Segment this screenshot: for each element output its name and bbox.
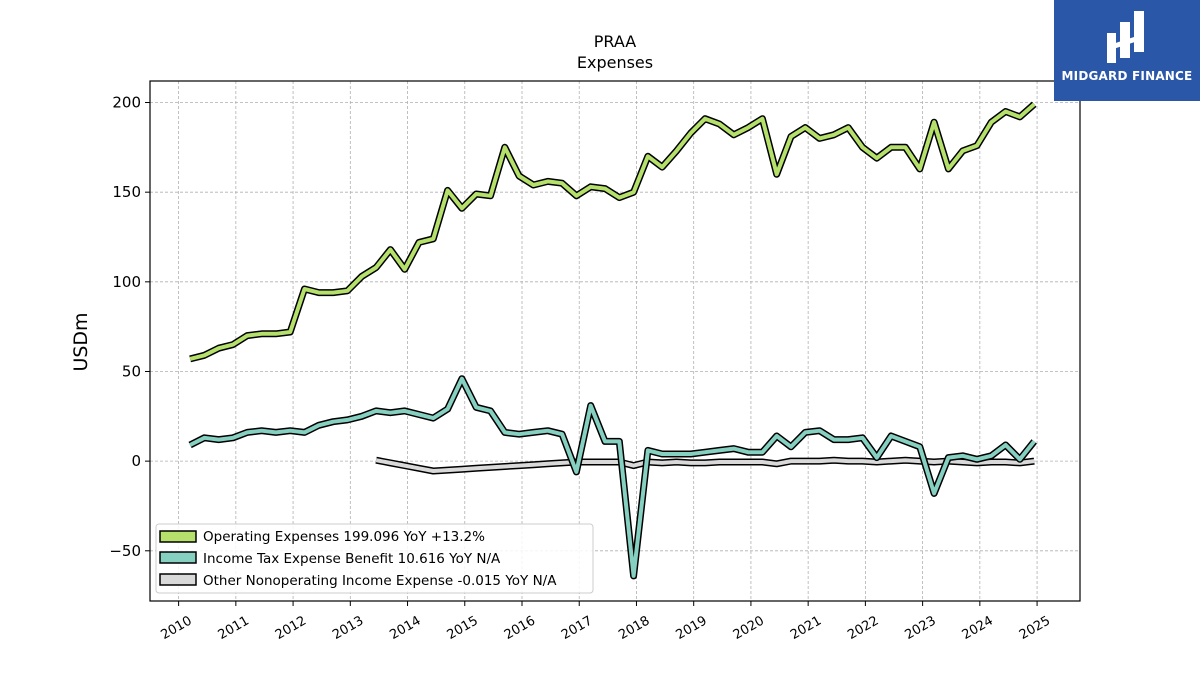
y-tick-label: 200 [112, 94, 141, 112]
x-tick-label: 2019 [674, 613, 710, 643]
legend-box [155, 523, 594, 594]
x-tick-label: 2017 [559, 613, 595, 643]
y-tick-label: 50 [122, 362, 141, 380]
legend-swatch-operating-expenses [159, 530, 197, 543]
x-tick-label: 2020 [731, 613, 767, 643]
legend-label-income-tax: Income Tax Expense Benefit 10.616 YoY N/… [203, 551, 501, 567]
legend-label-other-nonoperating: Other Nonoperating Income Expense -0.015… [203, 573, 557, 589]
series-line-operating-expenses [189, 102, 1036, 361]
x-tick-label: 2016 [502, 613, 538, 643]
legend: Operating Expenses 199.096 YoY +13.2% In… [155, 523, 594, 594]
y-axis-label: USDm [70, 312, 92, 371]
x-tick-label: 2018 [616, 613, 652, 643]
series-outline-operating-expenses [189, 101, 1037, 363]
x-tick-label: 2014 [387, 613, 423, 643]
x-tick-label: 2015 [445, 613, 481, 643]
y-axis: −50 0 50 100 150 200 [109, 94, 150, 560]
x-tick-label: 2013 [330, 613, 366, 643]
legend-label-operating-expenses: Operating Expenses 199.096 YoY +13.2% [203, 529, 485, 545]
grid [150, 81, 1080, 601]
chart-title: PRAA [594, 32, 637, 51]
x-tick-label: 2024 [960, 613, 996, 643]
x-tick-label: 2012 [273, 613, 309, 643]
series-lines [188, 101, 1037, 580]
brand-name: MIDGARD FINANCE [1061, 69, 1193, 83]
chart-subtitle: Expenses [577, 53, 653, 72]
y-tick-label: 100 [112, 273, 141, 291]
logo-mark-icon [1107, 11, 1144, 63]
y-tick-label: 150 [112, 183, 141, 201]
x-tick-label: 2010 [158, 613, 194, 643]
plot-frame [149, 80, 1081, 602]
x-tick-label: 2025 [1017, 613, 1053, 643]
brand-logo: MIDGARD FINANCE [1054, 0, 1200, 101]
y-tick-label: −50 [109, 542, 141, 560]
x-tick-label: 2022 [845, 613, 881, 643]
series-line-income-tax-expense-benefit [189, 376, 1036, 578]
y-tick-label: 0 [131, 452, 141, 470]
legend-swatch-income-tax [159, 551, 197, 564]
x-axis: 2010 2011 2012 2013 2014 2015 2016 2017 2018 2019… [158, 601, 1053, 643]
x-tick-label: 2021 [788, 613, 824, 643]
legend-swatch-other-nonoperating [159, 573, 197, 586]
x-tick-label: 2011 [216, 613, 252, 643]
x-tick-label: 2023 [902, 613, 938, 643]
